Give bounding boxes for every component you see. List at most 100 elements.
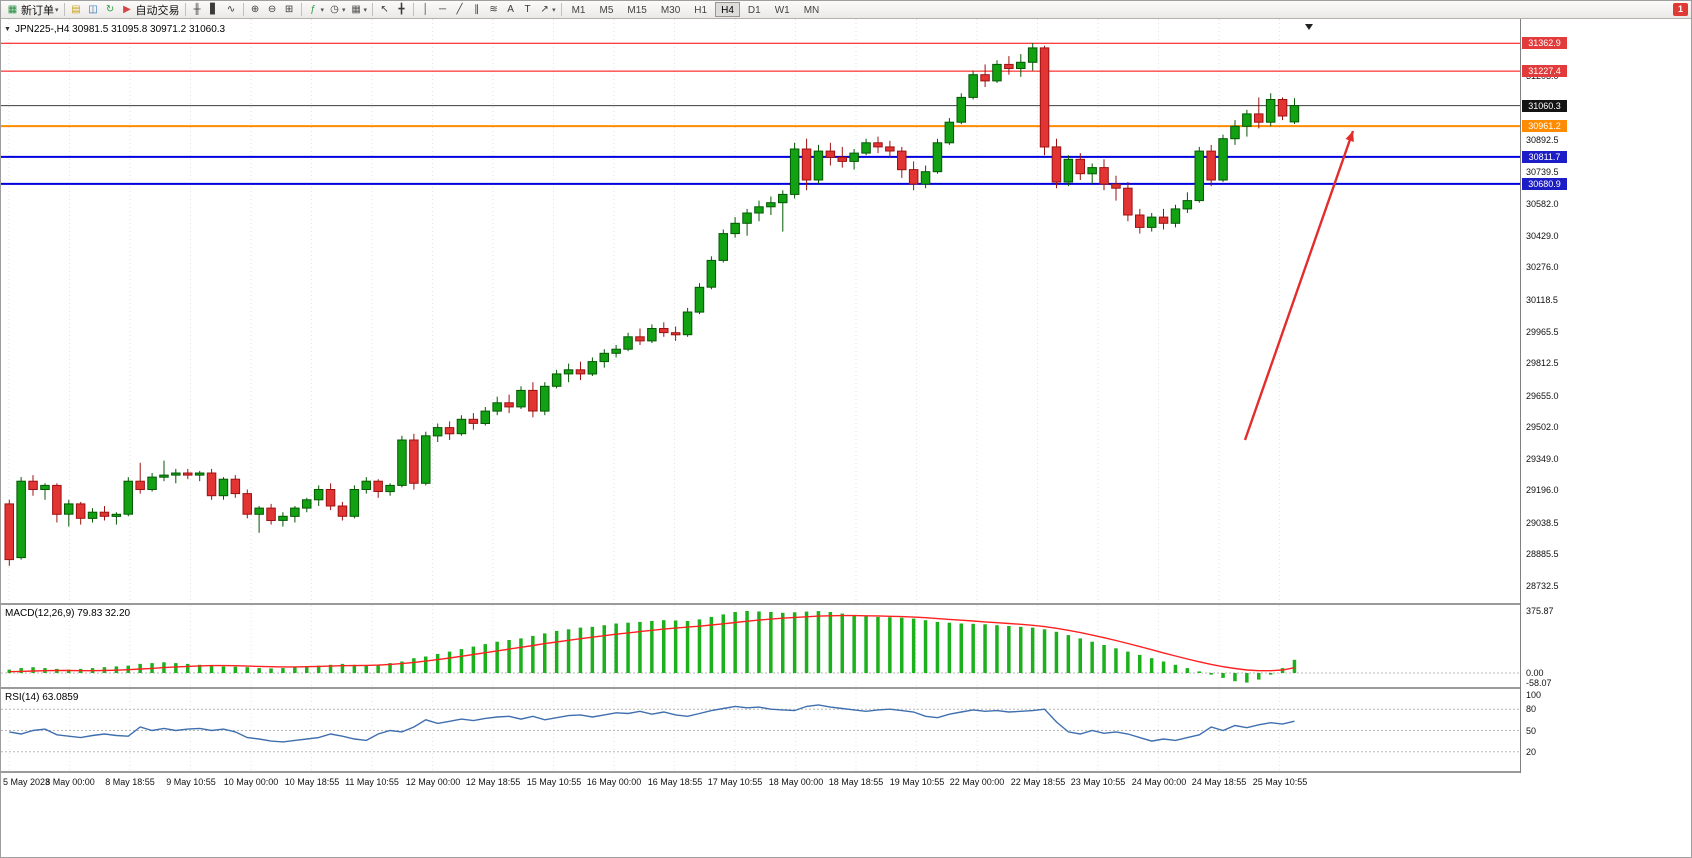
- candle-body: [87, 511, 98, 519]
- price-tick-label: 29349.0: [1526, 454, 1559, 464]
- candle-body: [123, 480, 133, 515]
- horizontal-line-button[interactable]: ─: [434, 2, 451, 18]
- autotrade-button[interactable]: ▶ 自动交易: [119, 2, 182, 18]
- candle-body: [1004, 63, 1014, 70]
- current-price-badge: 31060.3: [1522, 100, 1567, 112]
- bar-chart-button[interactable]: ╫: [189, 2, 206, 18]
- candle-body: [385, 484, 395, 493]
- bar-chart-icon: ╫: [193, 3, 201, 15]
- timeframe-m1-button[interactable]: M1: [571, 5, 586, 16]
- rsi-axis-label: 80: [1526, 704, 1537, 714]
- zoom-in-button[interactable]: ⊕: [247, 2, 264, 18]
- candlestick-chart-icon: ▋: [210, 3, 218, 15]
- crosshair-button[interactable]: ╋: [393, 2, 410, 18]
- new-order-icon: ▦: [7, 3, 18, 15]
- template-button[interactable]: ▦ ▾: [348, 2, 370, 18]
- text-button[interactable]: A: [502, 2, 519, 18]
- candle-body: [52, 484, 62, 515]
- candle-body: [1218, 138, 1228, 181]
- label-button[interactable]: T: [519, 2, 536, 18]
- time-axis[interactable]: 5 May 2023 8 May 00:00 8 May 18:55 9 May 10…: [1, 773, 1520, 795]
- candle-body: [135, 480, 145, 491]
- vertical-line-button[interactable]: │: [417, 2, 434, 18]
- time-tick-label: 8 May 00:00: [45, 777, 95, 787]
- hline-price-badge: 31362.9: [1522, 37, 1567, 49]
- candle-body: [1075, 158, 1085, 175]
- time-tick-label: 25 May 10:55: [1252, 777, 1308, 787]
- crosshair-icon: ╋: [398, 3, 405, 15]
- candle-body: [4, 503, 14, 561]
- template-icon: ▦: [351, 3, 361, 15]
- profiles-button[interactable]: ◫: [85, 2, 102, 18]
- candle-body: [540, 385, 550, 412]
- notification-badge[interactable]: 1: [1673, 3, 1688, 16]
- candle-body: [1206, 150, 1216, 181]
- pane-splitter[interactable]: [1, 603, 1691, 605]
- timeframe-h4-button[interactable]: H4: [715, 2, 740, 17]
- time-tick-label: 12 May 18:55: [465, 777, 521, 787]
- candle-body: [171, 472, 181, 476]
- tile-windows-icon: ⊞: [284, 3, 294, 15]
- candle-body: [361, 480, 371, 491]
- candle-body: [373, 480, 383, 493]
- price-axis[interactable]: 31203.030892.530739.530582.030429.030276…: [1520, 19, 1691, 773]
- main-chart-pane[interactable]: ▼ JPN225-,H4 30981.5 31095.8 30971.2 310…: [1, 19, 1520, 603]
- caret-down-icon: ▾: [55, 6, 59, 14]
- price-tick-label: 28885.5: [1526, 549, 1559, 559]
- indicators-button[interactable]: ƒ ▾: [305, 2, 327, 18]
- hline-price-badge: 30811.7: [1522, 151, 1567, 163]
- zoom-out-button[interactable]: ⊖: [264, 2, 281, 18]
- candle-body: [801, 148, 812, 181]
- profiles-icon: ◫: [88, 3, 98, 15]
- candle-body: [1265, 99, 1276, 123]
- trend-arrow-line[interactable]: [1243, 130, 1355, 441]
- autoscroll-marker-icon[interactable]: [1305, 24, 1313, 30]
- candle-body: [349, 489, 360, 517]
- candle-body: [1277, 99, 1288, 117]
- candle-body: [682, 311, 693, 336]
- candlestick-chart-button[interactable]: ▋: [206, 2, 223, 18]
- candle-body: [575, 369, 586, 375]
- timeframe-m5-button[interactable]: M5: [599, 5, 614, 16]
- rsi-pane[interactable]: RSI(14) 63.0859: [1, 689, 1520, 771]
- timeframe-mn-button[interactable]: MN: [803, 5, 820, 16]
- fibonacci-button[interactable]: ≋: [485, 2, 502, 18]
- line-chart-button[interactable]: ∿: [223, 2, 240, 18]
- candle-body: [1230, 125, 1240, 140]
- timeframe-m30-button[interactable]: M30: [660, 5, 681, 16]
- candle-body: [1111, 183, 1121, 189]
- chart-collapse-icon[interactable]: ▼: [4, 26, 11, 33]
- new-order-button-label: 新订单: [21, 4, 54, 17]
- tile-windows-button[interactable]: ⊞: [281, 2, 298, 18]
- macd-pane[interactable]: MACD(12,26,9) 79.83 32.20: [1, 605, 1520, 687]
- candle-body: [563, 369, 574, 375]
- time-tick-label: 23 May 10:55: [1070, 777, 1126, 787]
- trendline-button[interactable]: ╱: [451, 2, 468, 18]
- candle-body: [1135, 214, 1145, 228]
- new-order-button[interactable]: ▦ 新订单 ▾: [4, 2, 61, 18]
- period-button[interactable]: ◷ ▾: [326, 2, 348, 18]
- pane-splitter-3[interactable]: [1, 771, 1691, 773]
- timeframe-d1-button[interactable]: D1: [747, 5, 761, 16]
- candle-body: [183, 472, 193, 476]
- arrows-button[interactable]: ↗ ▾: [536, 2, 558, 18]
- time-tick-label: 22 May 00:00: [949, 777, 1005, 787]
- candle-body: [206, 472, 217, 497]
- pane-splitter-2[interactable]: [1, 687, 1691, 689]
- price-tick-label: 29038.5: [1526, 518, 1559, 528]
- candle-body: [1182, 200, 1193, 210]
- timeframe-w1-button[interactable]: W1: [774, 5, 790, 16]
- candle-body: [325, 489, 336, 507]
- refresh-button[interactable]: ↻: [102, 2, 119, 18]
- time-tick-label: 16 May 18:55: [647, 777, 703, 787]
- zoom-in-icon: ⊕: [250, 3, 260, 15]
- cursor-button[interactable]: ↖: [376, 2, 393, 18]
- period-icon: ◷: [330, 3, 339, 15]
- new-chart-button[interactable]: ▤: [68, 2, 85, 18]
- rsi-line: [9, 704, 1295, 743]
- timeframe-h1-button[interactable]: H1: [694, 5, 708, 16]
- channel-button[interactable]: ∥: [468, 2, 485, 18]
- candle-body: [1123, 187, 1133, 216]
- timeframe-m15-button[interactable]: M15: [627, 5, 647, 16]
